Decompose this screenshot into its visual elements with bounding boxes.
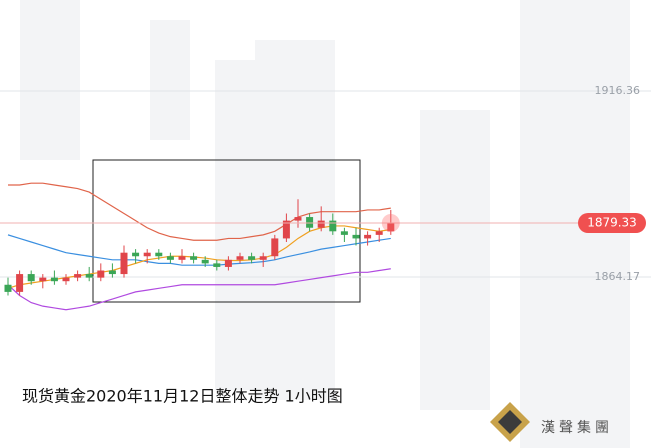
candle-body	[387, 223, 395, 232]
candle-body	[27, 274, 35, 282]
candle-body	[97, 270, 105, 278]
candle-body	[16, 274, 24, 292]
candle-body	[340, 231, 348, 235]
candle-body	[375, 231, 383, 235]
candle-body	[236, 256, 244, 260]
candle-body	[201, 259, 209, 264]
candle-body	[271, 238, 279, 257]
candle-body	[74, 274, 82, 278]
candle-body	[364, 234, 372, 239]
candle-body	[294, 217, 302, 221]
band-line	[8, 182, 391, 241]
band-line	[7, 268, 391, 311]
candle-body	[282, 220, 290, 239]
y-tick-label: 1916.36	[595, 84, 641, 97]
candle-body	[329, 220, 337, 232]
logo-text: 漢聲集團	[541, 419, 613, 436]
band-line	[7, 225, 391, 289]
candle-body	[178, 256, 186, 260]
candle-body	[132, 252, 140, 257]
last-price-glow	[381, 214, 400, 233]
candle-body	[62, 277, 70, 282]
candle-body	[50, 277, 58, 282]
logo-icon	[490, 402, 530, 442]
last-price-label: 1879.33	[587, 216, 637, 230]
candle-body	[306, 217, 314, 228]
candle-body	[166, 256, 174, 260]
candle-body	[143, 252, 151, 257]
background-buildings	[20, 0, 630, 448]
y-tick-label: 1864.17	[595, 270, 641, 283]
band-line	[7, 234, 391, 266]
candle-body	[190, 256, 198, 260]
caption: 现货黄金2020年11月12日整体走势 1小时图	[22, 387, 343, 406]
candle-body	[248, 256, 256, 260]
candle-body	[155, 252, 163, 257]
candle-body	[259, 256, 267, 260]
candle-body	[213, 263, 221, 267]
candle-body	[352, 234, 360, 239]
candle-body	[4, 284, 12, 292]
highlight-box	[92, 159, 361, 303]
candle-body	[317, 220, 325, 228]
last-price-tag	[578, 213, 646, 234]
candle-body	[108, 270, 116, 275]
candle-body	[120, 252, 128, 275]
candle-body	[224, 259, 232, 267]
candle-body	[85, 274, 93, 278]
candle-body	[39, 277, 47, 282]
